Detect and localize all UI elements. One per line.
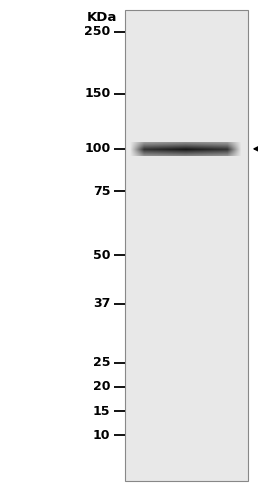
Text: 50: 50 bbox=[93, 249, 110, 262]
Text: 20: 20 bbox=[93, 381, 110, 393]
Text: 100: 100 bbox=[84, 142, 110, 155]
Text: 37: 37 bbox=[93, 297, 110, 310]
Text: 25: 25 bbox=[93, 356, 110, 369]
Text: 10: 10 bbox=[93, 429, 110, 442]
Text: KDa: KDa bbox=[87, 11, 117, 24]
Text: 75: 75 bbox=[93, 185, 110, 198]
Text: 250: 250 bbox=[84, 25, 110, 38]
Text: 15: 15 bbox=[93, 405, 110, 418]
Text: 150: 150 bbox=[84, 87, 110, 100]
Bar bbox=[125, 10, 248, 481]
